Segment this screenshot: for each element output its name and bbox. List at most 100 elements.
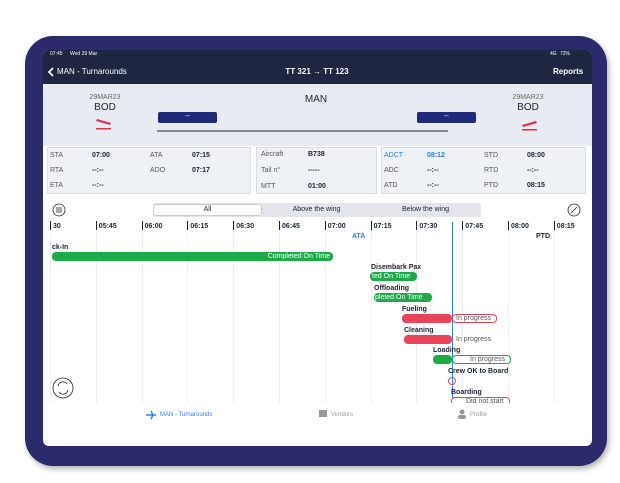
tab-button[interactable]: MAN - Turnarounds (160, 412, 213, 418)
time-value: --:-- (427, 182, 439, 189)
reports-button[interactable]: Reports (553, 67, 584, 76)
tick-mark (416, 221, 418, 230)
task-bar (404, 335, 452, 344)
time-value: 08:12 (427, 152, 445, 159)
segment-button[interactable]: Below the wing (401, 206, 450, 213)
task-status: Completed On Time (267, 253, 330, 260)
time-label: ADCT (384, 152, 404, 159)
time-value: 07:17 (192, 167, 210, 174)
task-bar (374, 293, 432, 302)
time-label: ATD (384, 182, 398, 189)
task-remaining (452, 355, 511, 364)
tick-mark (324, 221, 326, 230)
tick-label: 05:45 (98, 223, 117, 230)
status-network: 4G (550, 51, 557, 57)
departure-box: -- (417, 112, 476, 123)
segment-button[interactable]: All (153, 204, 262, 216)
aircraft-label: Tail n° (261, 167, 281, 174)
grid-line (233, 221, 235, 403)
status-time: 07:45 (50, 51, 63, 57)
time-label: ADO (150, 167, 166, 174)
grid-line (95, 221, 97, 403)
info-panel (256, 147, 377, 194)
time-value: 08:15 (527, 182, 545, 189)
tick-label: 08:00 (511, 223, 529, 230)
task-bar (402, 314, 452, 323)
tab-button[interactable]: Vendors (331, 412, 354, 418)
task-remaining (452, 314, 497, 323)
task-marker (448, 377, 456, 385)
arrival-date: 29MAR23 (89, 94, 121, 101)
task-bar (52, 252, 333, 261)
task-status: Did not start (466, 398, 504, 405)
task-status: In progress (456, 315, 492, 322)
task-name[interactable]: ck-In (52, 244, 69, 251)
grid-line (279, 221, 280, 403)
status-battery: 72% (560, 51, 571, 57)
time-value: 08:00 (527, 152, 545, 159)
tick-label: 06:45 (282, 223, 300, 230)
grid-line (370, 221, 372, 403)
grid-line (462, 221, 464, 403)
grid-line (141, 221, 143, 403)
segment-button[interactable]: Above the wing (292, 206, 341, 213)
time-value: --:-- (92, 182, 104, 189)
time-label: ADC (384, 167, 399, 174)
current-time-line (452, 222, 453, 403)
time-label: STA (50, 152, 64, 159)
info-panel (47, 147, 251, 194)
task-bar (370, 272, 417, 281)
arrival-airport: BOD (94, 102, 116, 113)
task-status: pleted On Time (375, 294, 423, 301)
tick-label: 30 (53, 223, 61, 230)
tick-mark (279, 221, 280, 230)
tick-label: 07:15 (373, 223, 392, 230)
grid-line (553, 221, 555, 403)
tick-mark (141, 221, 143, 230)
back-button[interactable]: MAN - Turnarounds (57, 67, 127, 76)
tick-mark (233, 221, 235, 230)
task-name[interactable]: Crew OK to Board (448, 368, 509, 375)
tick-mark (187, 221, 189, 230)
task-name[interactable]: Loading (433, 347, 461, 354)
time-label: STD (484, 152, 498, 159)
tick-label: 07:45 (465, 223, 484, 230)
header-panel (43, 84, 592, 146)
tick-label: 07:00 (327, 223, 346, 230)
tab-button[interactable]: Profile (470, 412, 488, 418)
tick-label: 06:30 (236, 223, 255, 230)
tick-mark (462, 221, 464, 230)
task-name[interactable]: Boarding (451, 389, 482, 396)
task-name[interactable]: Fueling (402, 306, 427, 313)
task-name[interactable]: Offloading (374, 285, 409, 292)
tick-label: 07:30 (419, 223, 438, 230)
ptd-marker: PTD (536, 233, 550, 240)
time-label: ETA (50, 182, 64, 189)
time-label: PTD (484, 182, 498, 189)
time-value: --:-- (527, 167, 539, 174)
tick-mark (370, 221, 372, 230)
task-name[interactable]: Cleaning (404, 327, 434, 334)
aircraft-value: ----- (308, 167, 320, 174)
arrival-box: -- (158, 112, 217, 123)
time-value: --:-- (92, 167, 104, 174)
time-label: ATA (150, 152, 163, 159)
aircraft-label: MTT (261, 183, 276, 190)
task-status: In progress (470, 356, 506, 363)
time-label: RTD (484, 167, 499, 174)
station: MAN (304, 94, 328, 105)
tick-mark (50, 221, 51, 230)
task-bar (433, 355, 452, 364)
task-name[interactable]: Disembark Pax (371, 264, 422, 271)
chart-clip (45, 403, 590, 445)
aircraft-label: Aircraft (261, 151, 284, 158)
time-value: --:-- (427, 167, 439, 174)
time-label: RTA (50, 167, 64, 174)
tick-label: 06:15 (190, 223, 209, 230)
grid-line (416, 221, 418, 403)
top-bar (43, 50, 592, 84)
departure-airport: BOD (517, 102, 539, 113)
aircraft-value: 01:00 (308, 183, 326, 190)
aircraft-value: B738 (308, 151, 325, 158)
